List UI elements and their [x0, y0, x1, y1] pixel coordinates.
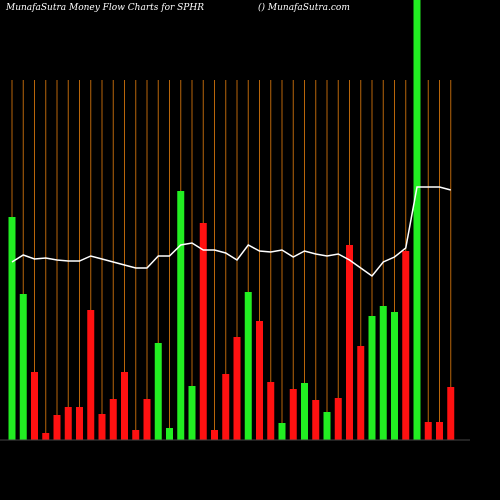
bar [402, 251, 410, 440]
bar [436, 422, 443, 440]
bar [334, 398, 342, 440]
bar [222, 374, 230, 440]
bar [301, 383, 308, 440]
bar [76, 407, 83, 440]
chart-title: MunafaSutra Money Flow Charts for SPHR [5, 3, 204, 13]
bar [87, 310, 95, 440]
bar [267, 382, 275, 440]
bar [98, 414, 106, 440]
bar [233, 337, 241, 440]
bar [177, 191, 185, 440]
flow-line [11, 186, 451, 278]
bar [188, 386, 196, 440]
bar [424, 422, 432, 440]
bar [166, 428, 173, 440]
bar [199, 223, 207, 440]
bar [154, 343, 162, 440]
bar [109, 399, 117, 440]
bar [357, 346, 365, 440]
bar [53, 415, 61, 440]
bar [391, 312, 398, 440]
bar [323, 412, 331, 440]
bar [379, 306, 387, 440]
bar [132, 430, 140, 440]
bar [256, 321, 263, 440]
bar [278, 423, 286, 440]
chart-subtitle: () MunafaSutra.com [258, 2, 350, 13]
bar [346, 245, 353, 440]
bar [31, 372, 38, 440]
bar [413, 0, 421, 440]
bar [289, 389, 297, 440]
bar [19, 294, 27, 440]
bar [244, 292, 252, 440]
bar [64, 407, 72, 440]
bar [312, 400, 320, 440]
bar [8, 217, 16, 440]
bar [447, 387, 455, 440]
bar [368, 316, 376, 440]
bar [42, 433, 50, 440]
bar [121, 372, 128, 440]
bar [211, 430, 218, 440]
bar [143, 399, 151, 440]
